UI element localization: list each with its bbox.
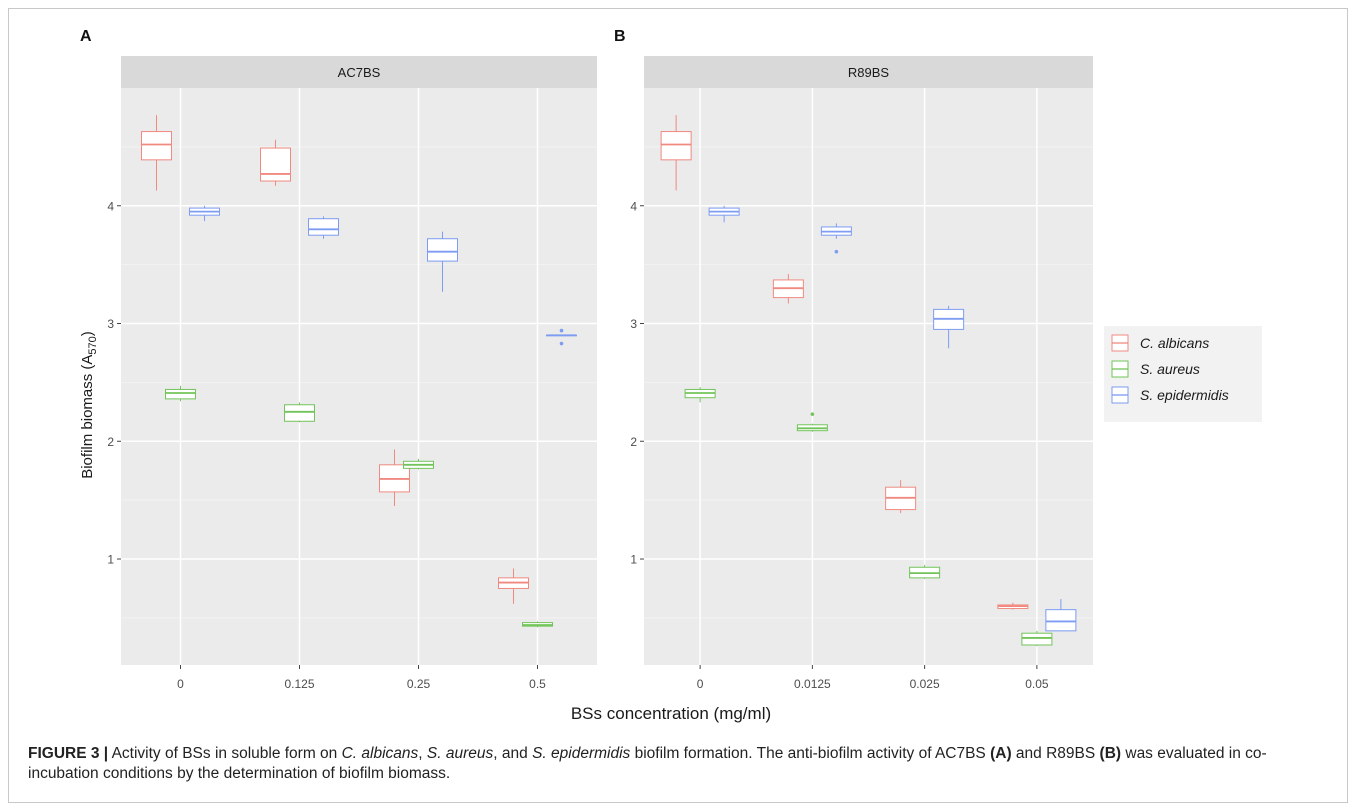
box — [141, 131, 172, 161]
figure-caption: FIGURE 3 | Activity of BSs in soluble fo… — [28, 744, 1328, 784]
boxplot — [660, 115, 692, 191]
boxplot — [684, 387, 716, 403]
caption-label: FIGURE 3 | — [28, 745, 109, 762]
outlier-point — [559, 341, 564, 346]
figure-chart: A AC7BS 1 2 3 4 0 0.125 0.25 0.5 B R89BS 1 2 3 4 0 0.0125… — [79, 28, 1262, 723]
boxplot — [708, 205, 740, 223]
y-axis-title-end: ) — [79, 331, 96, 336]
boxplot — [141, 115, 172, 191]
boxplot — [909, 564, 941, 580]
y-tick-label: 2 — [107, 435, 114, 449]
outlier-point — [559, 328, 564, 333]
x-tick-label: 0.125 — [284, 677, 314, 691]
caption-text: and R89BS — [1011, 745, 1100, 762]
panel-label: B — [614, 28, 626, 45]
boxplot — [997, 602, 1029, 610]
legend-background — [1104, 326, 1262, 422]
boxplot — [546, 328, 577, 346]
boxplot — [772, 274, 804, 304]
x-tick-label: 0.5 — [529, 677, 546, 691]
legend-label: S. epidermidis — [1140, 387, 1229, 403]
panel-a: A AC7BS 1 2 3 4 0 0.125 0.25 0.5 — [80, 28, 597, 691]
outlier-point — [810, 412, 815, 416]
plot-background — [121, 88, 597, 665]
boxplot — [885, 480, 917, 514]
boxplot — [796, 412, 828, 432]
caption-text: Activity of BSs in soluble form on — [108, 745, 342, 762]
box — [1045, 609, 1077, 632]
boxplot — [522, 621, 553, 628]
x-tick-label: 0.025 — [910, 677, 940, 691]
box — [308, 218, 339, 236]
caption-species: S. epidermidis — [532, 745, 631, 762]
facet-strip — [644, 56, 1093, 88]
y-tick-label: 2 — [630, 435, 637, 449]
boxplot — [427, 231, 458, 292]
facet-strip-label: R89BS — [848, 65, 890, 80]
boxplot — [379, 449, 410, 507]
caption-text: , — [418, 745, 427, 762]
y-tick-label: 1 — [630, 553, 637, 567]
x-tick-label: 0.25 — [407, 677, 431, 691]
boxplot — [1021, 630, 1053, 647]
caption-text: , and — [493, 745, 533, 762]
caption-text: was evaluated in co-incubation condition… — [28, 745, 1267, 782]
legend-label: S. aureus — [1140, 361, 1200, 377]
box — [260, 147, 291, 182]
box — [427, 238, 458, 262]
x-tick-label: 0 — [177, 677, 184, 691]
y-tick-label: 4 — [630, 199, 637, 213]
panel-label: A — [80, 28, 92, 45]
box — [165, 388, 196, 400]
y-axis-title: Biofilm biomass (A570) — [79, 331, 99, 479]
boxplot — [260, 139, 291, 186]
y-tick-label: 1 — [107, 553, 114, 567]
facet-strip-label: AC7BS — [338, 65, 381, 80]
box — [284, 404, 315, 422]
figure-frame — [8, 8, 1348, 803]
y-axis-title-text: Biofilm biomass (A — [79, 355, 96, 479]
box — [1021, 632, 1053, 646]
boxplot — [498, 568, 529, 604]
legend: C. albicans S. aureus S. epidermidis — [1104, 326, 1262, 422]
boxplot — [308, 216, 339, 239]
boxplot — [189, 205, 220, 222]
x-tick-label: 0.0125 — [794, 677, 831, 691]
chart-panels: A AC7BS 1 2 3 4 0 0.125 0.25 0.5 B R89BS 1 2 3 4 0 0.0125… — [80, 28, 1093, 691]
boxplot — [1045, 599, 1077, 632]
boxplot — [933, 305, 965, 349]
y-tick-label: 4 — [107, 199, 114, 213]
boxplot — [165, 385, 196, 402]
facet-strip — [121, 56, 597, 88]
boxplot — [820, 223, 852, 254]
y-tick-label: 3 — [107, 317, 114, 331]
caption-text: biofilm formation. The anti-biofilm acti… — [630, 745, 991, 762]
y-axis-title-subscript: 570 — [87, 336, 99, 354]
plot-background — [644, 88, 1093, 665]
x-tick-label: 0.05 — [1025, 677, 1049, 691]
outlier-point — [834, 249, 839, 254]
boxplot — [284, 402, 315, 423]
legend-label: C. albicans — [1140, 335, 1209, 351]
x-axis-title: BSs concentration (mg/ml) — [571, 704, 771, 723]
x-tick-label: 0 — [697, 677, 704, 691]
caption-panel-ref: (B) — [1099, 745, 1122, 762]
caption-species: C. albicans — [341, 745, 419, 762]
panel-b: B R89BS 1 2 3 4 0 0.0125 0.025 0.05 — [614, 28, 1093, 691]
caption-species: S. aureus — [426, 745, 494, 762]
boxplot — [403, 458, 434, 470]
y-tick-label: 3 — [630, 317, 637, 331]
caption-panel-ref: (A) — [990, 745, 1012, 762]
box — [660, 131, 692, 161]
